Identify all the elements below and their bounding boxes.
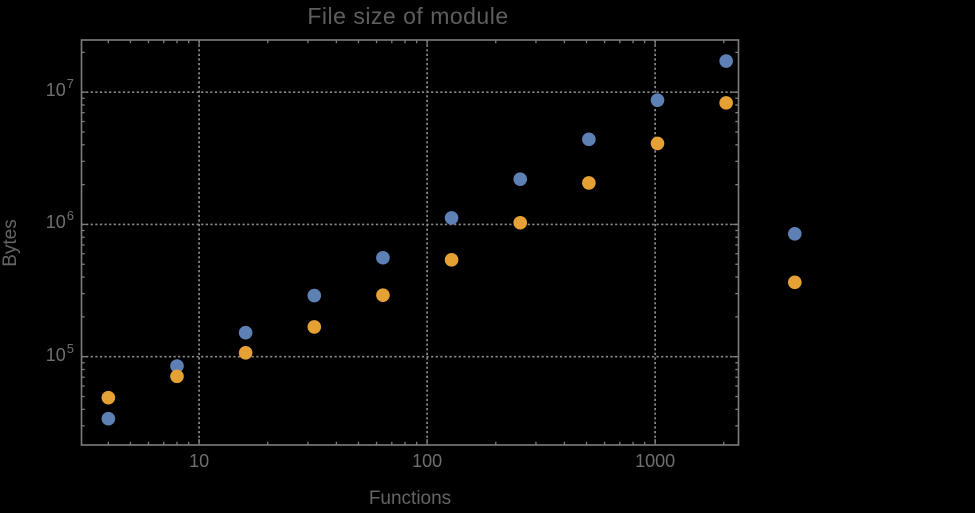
- data-point-series-blue: [238, 325, 253, 340]
- y-tick-label: 107: [45, 76, 74, 101]
- x-axis-label: Functions: [368, 488, 452, 509]
- data-point-series-orange: [444, 253, 459, 267]
- data-point-series-blue: [582, 132, 596, 147]
- data-point-series-orange: [101, 390, 116, 405]
- data-point-series-blue: [376, 250, 390, 265]
- data-point-series-orange: [376, 288, 390, 302]
- data-point-series-orange: [719, 96, 733, 110]
- data-point-series-blue: [719, 54, 733, 68]
- chart-title: File size of module: [307, 3, 509, 29]
- data-point-series-orange: [238, 346, 253, 360]
- x-tick-label: 10: [189, 451, 210, 471]
- data-point-series-orange: [513, 215, 528, 230]
- y-tick-label: 106: [45, 208, 74, 233]
- data-point-series-orange: [170, 369, 184, 384]
- x-tick-label: 1000: [635, 451, 676, 471]
- data-point-series-blue: [787, 226, 802, 241]
- x-tick-label: 100: [412, 451, 443, 471]
- y-axis-label: Bytes: [0, 219, 21, 267]
- data-point-series-blue: [444, 211, 459, 225]
- data-point-series-blue: [650, 93, 665, 107]
- data-point-series-blue: [170, 359, 184, 373]
- y-tick-label: 105: [45, 340, 74, 365]
- plot-frame: [80, 39, 740, 446]
- data-point-series-orange: [307, 320, 322, 334]
- data-point-series-orange: [582, 176, 596, 190]
- data-point-series-orange: [650, 136, 665, 151]
- data-point-series-blue: [307, 288, 322, 303]
- data-point-series-blue: [101, 411, 116, 426]
- data-point-series-orange: [787, 275, 802, 290]
- data-point-series-blue: [513, 172, 528, 186]
